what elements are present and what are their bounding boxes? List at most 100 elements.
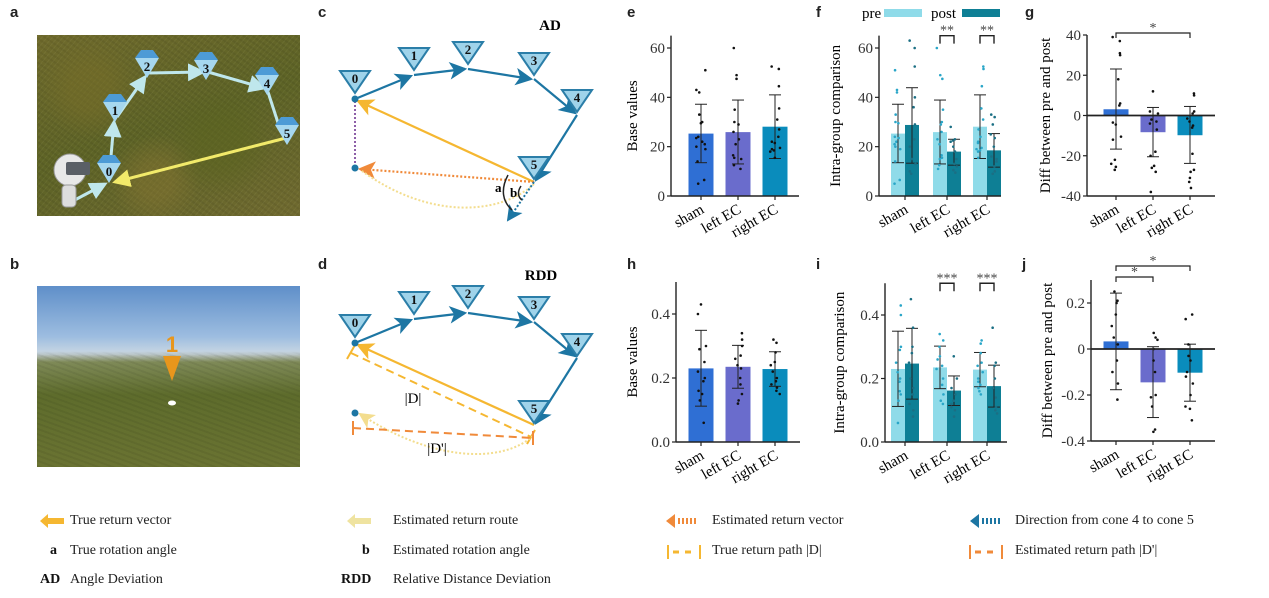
route-overlay: 0 1 2 3 4 5: [53, 50, 299, 208]
data-point: [989, 113, 993, 116]
data-point: [694, 136, 698, 140]
start-point: [351, 95, 359, 103]
true-return-arrow: [112, 136, 287, 187]
data-point: [911, 326, 915, 330]
data-point: [941, 339, 945, 342]
bar: [905, 363, 919, 442]
data-point: [1154, 336, 1157, 339]
cone-number: 3: [531, 53, 538, 68]
person-with-vr-headset: [53, 153, 90, 208]
significance-bracket: [1115, 265, 1191, 271]
cone-marker-0: 0: [338, 70, 372, 95]
data-point: [1191, 382, 1195, 385]
data-point: [1112, 336, 1116, 339]
y-tick-label: 0.2: [651, 371, 670, 387]
panel-label-i: i: [816, 256, 821, 273]
data-point: [976, 156, 980, 160]
data-point: [912, 408, 915, 412]
diagram-angle-deviation: AD a b 0 1 2 3 4 5: [338, 18, 594, 222]
virtual-forest-first-person-photo: 1: [37, 286, 300, 467]
data-point: [992, 145, 996, 148]
data-point: [913, 137, 916, 141]
panel-label-c: c: [318, 4, 327, 21]
data-point: [1114, 123, 1118, 126]
cone-direction-icon: [970, 514, 1000, 528]
y-tick-label: 0.0: [651, 435, 670, 451]
data-point: [940, 156, 944, 160]
data-point: [770, 147, 774, 151]
data-point: [894, 120, 897, 124]
data-point: [770, 383, 773, 386]
data-point: [936, 167, 940, 171]
data-point: [1189, 170, 1192, 174]
data-point: [739, 383, 742, 386]
data-point: [940, 154, 943, 157]
data-point: [769, 363, 773, 367]
data-point: [734, 142, 737, 146]
down-arrow-marker-icon: [163, 356, 181, 381]
virtual-grass-field-photo: 0 1 2 3 4 5: [37, 35, 300, 216]
significance-bracket: [1115, 32, 1191, 38]
cone-number: 5: [531, 401, 538, 416]
estimated-return-path-d-prime: [352, 427, 534, 439]
data-point: [774, 351, 777, 354]
data-point: [941, 402, 945, 406]
chart-i: Intra-group comparison0.00.20.4shamleft …: [832, 271, 1007, 487]
data-point: [1113, 290, 1116, 293]
data-point: [774, 379, 778, 383]
y-tick-label: 0.4: [651, 307, 670, 323]
data-point: [698, 399, 702, 402]
cone-top: [97, 155, 121, 163]
data-point: [909, 297, 913, 301]
data-point: [1152, 359, 1155, 362]
cone-top: [255, 67, 279, 75]
significance-bracket: [979, 282, 995, 292]
x-tick-label: sham: [876, 447, 912, 477]
bar: [947, 151, 961, 196]
data-point: [899, 313, 903, 317]
cone-marker-1: 1: [397, 291, 431, 316]
data-point: [732, 163, 736, 167]
data-point: [896, 421, 900, 425]
cone-marker-3: 3: [517, 296, 551, 321]
data-point: [978, 149, 982, 152]
data-point: [979, 351, 982, 355]
data-point: [977, 386, 980, 390]
data-point: [703, 360, 706, 364]
data-point: [936, 137, 939, 141]
data-point: [1191, 112, 1194, 115]
data-point: [893, 68, 897, 72]
data-point: [1149, 190, 1153, 194]
data-point: [951, 139, 955, 142]
legend-swatch-pre: [884, 9, 922, 17]
data-point: [938, 345, 941, 349]
data-point: [981, 118, 985, 121]
data-point: [910, 157, 914, 161]
cone-2: 2: [135, 50, 159, 78]
cone-number: 4: [574, 90, 581, 105]
data-point: [1118, 53, 1122, 57]
cone-triangle: [560, 333, 594, 358]
data-point: [1113, 168, 1117, 172]
bar: [987, 386, 1001, 442]
data-point: [697, 389, 700, 393]
cone-triangle: [517, 156, 551, 181]
data-point: [1189, 186, 1193, 190]
angle-b-label: b: [510, 185, 517, 200]
data-point: [911, 393, 914, 396]
true-return-path-icon: [667, 545, 701, 559]
cone-number: 2: [465, 42, 472, 57]
data-point: [696, 135, 700, 139]
cone-triangle: [451, 285, 485, 310]
data-point: [1189, 393, 1192, 397]
data-point: [1109, 162, 1113, 166]
bar: [973, 126, 987, 196]
significance-stars: *: [1150, 254, 1157, 269]
bar: [973, 369, 987, 442]
y-axis-label: Diff between pre and post: [1038, 37, 1054, 193]
angle-a-arc: [502, 174, 513, 211]
data-point: [978, 389, 981, 393]
panel-label-e: e: [627, 4, 636, 21]
